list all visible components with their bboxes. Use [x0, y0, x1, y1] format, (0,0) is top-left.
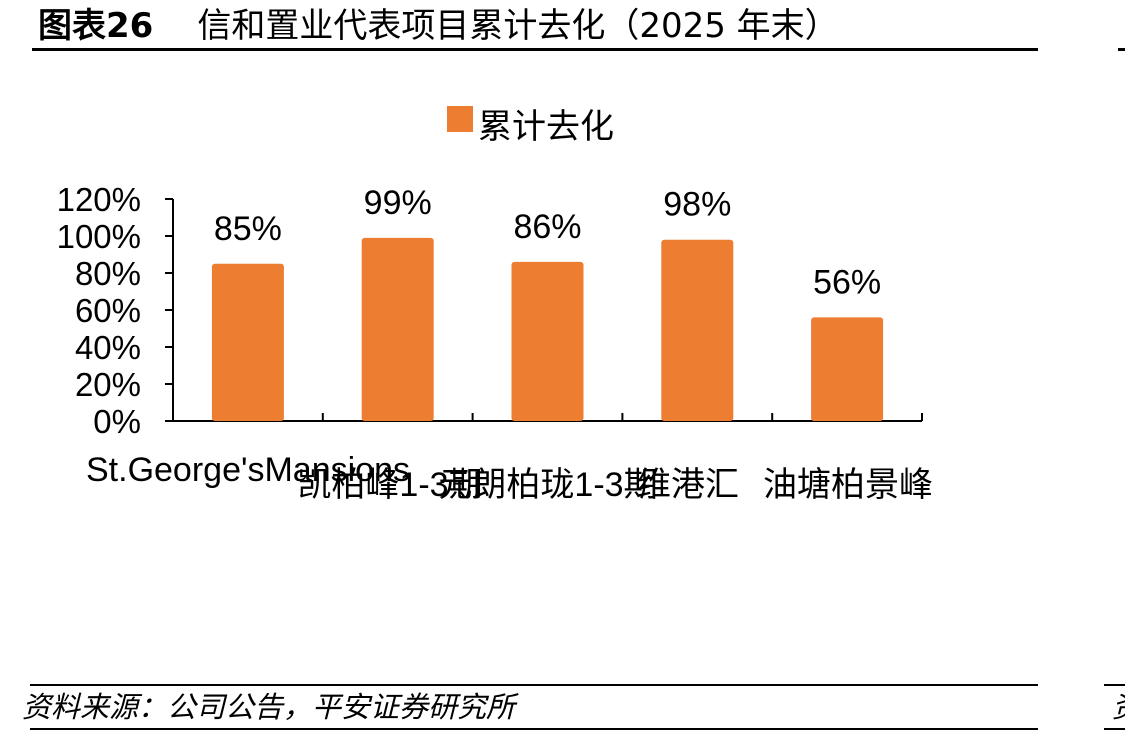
y-tick-label: 80% — [75, 255, 141, 292]
adjacent-source-glyph: 资 — [1112, 688, 1125, 726]
y-tick-label: 0% — [93, 403, 141, 440]
bar — [811, 317, 884, 421]
data-label: 85% — [214, 210, 282, 248]
data-label: 98% — [663, 186, 731, 224]
figure-title: 图表26 信和置业代表项目累计去化（2025 年末） — [38, 6, 839, 46]
y-tick-label: 20% — [75, 366, 141, 403]
adjacent-source-rule-bottom — [1104, 728, 1125, 730]
bar — [211, 263, 284, 421]
source-rule-bottom — [30, 728, 1038, 730]
legend-swatch — [447, 106, 473, 132]
category-label: 维港汇 — [637, 466, 739, 504]
figure-number: 图表26 — [38, 6, 154, 46]
legend-label: 累计去化 — [478, 108, 614, 146]
source-rule-top — [30, 684, 1038, 686]
adjacent-source-rule-top — [1104, 684, 1125, 686]
title-rule — [32, 48, 1038, 51]
bar-chart: 累计去化 0%20%40%60%80%100%120% 85% 99% 86% 98% 56… — [57, 106, 933, 504]
y-tick-label: 40% — [75, 329, 141, 366]
bar — [661, 239, 734, 421]
y-tick-label: 120% — [57, 181, 141, 218]
category-label: 元朗柏珑1-3期 — [438, 466, 657, 504]
source-note: 资料来源：公司公告，平安证券研究所 — [22, 690, 516, 724]
y-tick-label: 100% — [57, 218, 141, 255]
figure-title-text: 信和置业代表项目累计去化（2025 年末） — [197, 6, 839, 46]
bar — [511, 261, 584, 421]
category-label: 凯柏峰1-3期 — [297, 466, 482, 504]
bar — [361, 237, 434, 421]
category-label: 油塘柏景峰 — [763, 466, 933, 504]
category-label: St.George'sMansions — [86, 451, 410, 489]
adjacent-panel-rule — [1118, 48, 1125, 51]
data-label: 99% — [364, 184, 432, 222]
y-tick-label: 60% — [75, 292, 141, 329]
data-label: 86% — [513, 208, 581, 246]
data-label: 56% — [813, 263, 881, 301]
